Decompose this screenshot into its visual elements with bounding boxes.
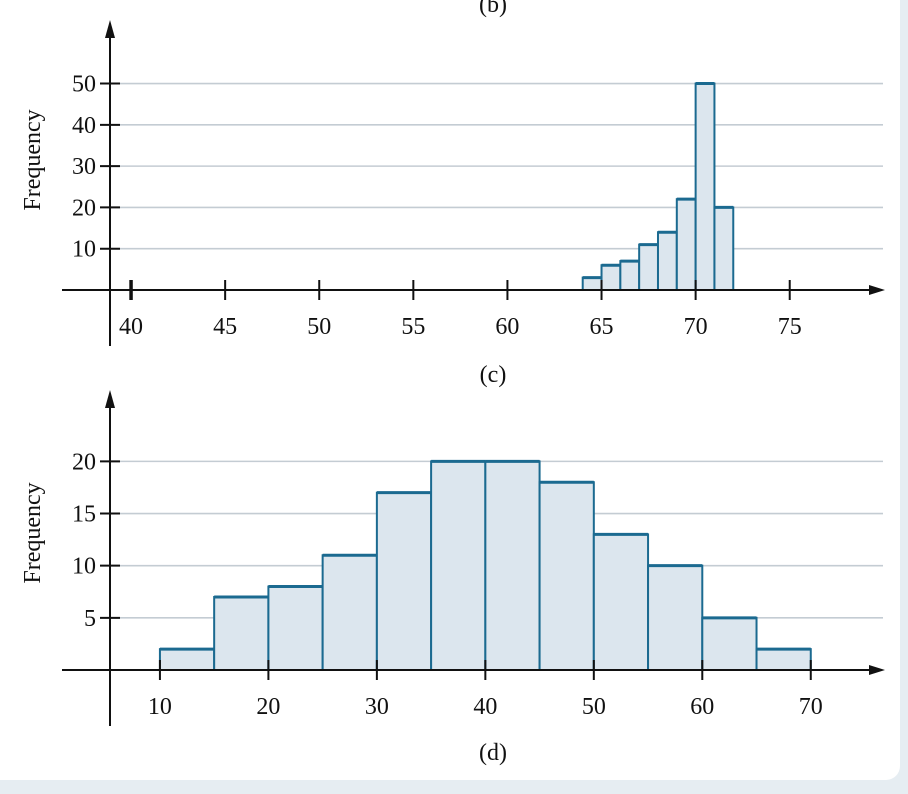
y-tick-label-d-1: 10 bbox=[72, 554, 96, 580]
x-tick-label-d-2: 30 bbox=[365, 694, 389, 720]
y-axis-label-c: Frequency bbox=[20, 109, 46, 210]
x-tick-label-d-3: 40 bbox=[473, 694, 497, 720]
bar-c-5 bbox=[675, 198, 697, 291]
bar-d-6 bbox=[484, 460, 541, 672]
figure-panel: (b) 40 45 50 55 60 65 70 75 10 20 30 40 50 Frequency (… bbox=[0, 0, 900, 780]
bar-d-0 bbox=[158, 648, 216, 672]
y-tick-label-c-0: 10 bbox=[72, 237, 96, 263]
bar-c-1 bbox=[600, 264, 622, 291]
x-tick-label-c-7: 75 bbox=[778, 314, 802, 340]
x-tick-label-d-5: 60 bbox=[690, 694, 714, 720]
x-tick-label-c-0: 40 bbox=[119, 314, 143, 340]
x-tick-label-d-1: 20 bbox=[256, 694, 280, 720]
bar-d-2 bbox=[267, 585, 324, 671]
bar-c-2 bbox=[619, 260, 641, 291]
bar-d-8 bbox=[592, 533, 650, 671]
y-tick-label-d-2: 15 bbox=[72, 502, 96, 528]
bar-d-5 bbox=[430, 460, 487, 672]
caption-b: (b) bbox=[479, 0, 507, 18]
y-tick-label-d-0: 5 bbox=[84, 606, 96, 632]
histogram-figure: (b) 40 45 50 55 60 65 70 75 10 20 30 40 50 Frequency (… bbox=[20, 0, 885, 766]
x-tick-label-c-6: 70 bbox=[684, 314, 708, 340]
caption-d: (d) bbox=[479, 740, 507, 766]
x-tick-label-c-2: 50 bbox=[307, 314, 331, 340]
bar-d-9 bbox=[647, 564, 704, 672]
x-tick-label-c-5: 65 bbox=[590, 314, 614, 340]
x-tick-label-d-6: 70 bbox=[799, 694, 823, 720]
x-axis-arrow-d bbox=[869, 665, 885, 675]
y-tick-label-c-2: 30 bbox=[72, 154, 96, 180]
x-tick-label-c-3: 55 bbox=[401, 314, 425, 340]
x-tick-label-d-0: 10 bbox=[148, 694, 172, 720]
bar-d-3 bbox=[321, 554, 378, 671]
bar-d-11 bbox=[755, 648, 812, 672]
bar-c-4 bbox=[656, 231, 678, 291]
x-tick-label-c-1: 45 bbox=[213, 314, 237, 340]
y-tick-label-c-4: 50 bbox=[72, 72, 96, 98]
y-axis-arrow-d bbox=[105, 390, 115, 408]
bar-c-6 bbox=[694, 82, 716, 291]
y-axis-arrow-c bbox=[105, 20, 115, 38]
bar-d-7 bbox=[538, 481, 595, 671]
y-tick-label-c-3: 40 bbox=[72, 113, 96, 139]
x-axis-arrow-c bbox=[869, 285, 885, 295]
bar-d-4 bbox=[375, 491, 433, 671]
bar-c-0 bbox=[581, 276, 603, 292]
bar-d-1 bbox=[213, 595, 270, 672]
y-tick-label-c-1: 20 bbox=[72, 195, 96, 221]
y-axis-label-d: Frequency bbox=[20, 482, 46, 583]
x-tick-label-c-4: 60 bbox=[495, 314, 519, 340]
x-tick-label-d-4: 50 bbox=[582, 694, 606, 720]
bar-c-7 bbox=[713, 206, 735, 291]
y-tick-label-d-3: 20 bbox=[72, 449, 96, 475]
bar-d-10 bbox=[701, 616, 758, 672]
bar-c-3 bbox=[638, 243, 659, 291]
caption-c: (c) bbox=[480, 362, 507, 388]
